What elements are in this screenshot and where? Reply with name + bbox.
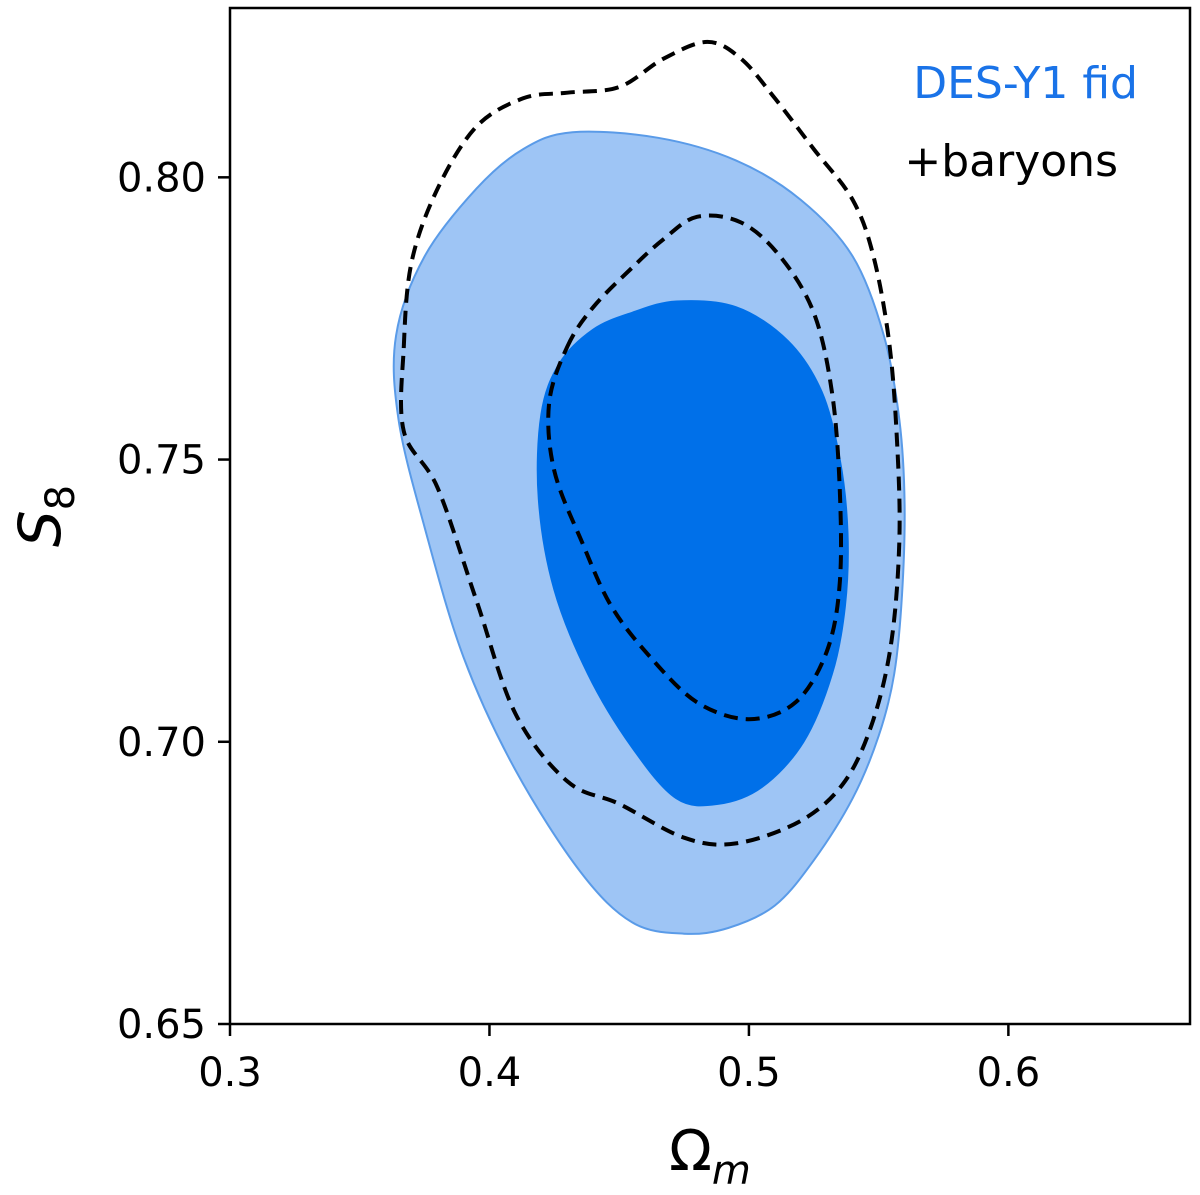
x-axis: 0.3 0.4 0.5 0.6 — [198, 1024, 1040, 1096]
baryons-contour-68 — [546, 213, 844, 722]
filled-contours — [392, 130, 906, 935]
legend-entry-fiducial: DES-Y1 fid — [913, 58, 1138, 109]
baryons-contour-95 — [399, 39, 902, 847]
y-tick-label: 0.65 — [117, 1002, 206, 1048]
x-tick-label: 0.5 — [717, 1050, 781, 1096]
y-axis-label: S8 — [6, 485, 84, 547]
plot-frame — [228, 6, 1192, 1026]
x-tick-label: 0.4 — [458, 1050, 522, 1096]
y-tick-label: 0.75 — [117, 438, 206, 484]
y-axis: 0.65 0.70 0.75 0.80 — [117, 155, 230, 1048]
y-tick-label: 0.80 — [117, 155, 206, 201]
y-tick-label: 0.70 — [117, 720, 206, 766]
dashed-contours — [399, 39, 902, 847]
fiducial-contour-68 — [536, 300, 849, 807]
legend-entry-baryons: +baryons — [904, 136, 1118, 187]
x-tick-label: 0.3 — [198, 1050, 262, 1096]
x-axis-label: Ωm — [669, 1119, 751, 1194]
x-tick-label: 0.6 — [977, 1050, 1041, 1096]
